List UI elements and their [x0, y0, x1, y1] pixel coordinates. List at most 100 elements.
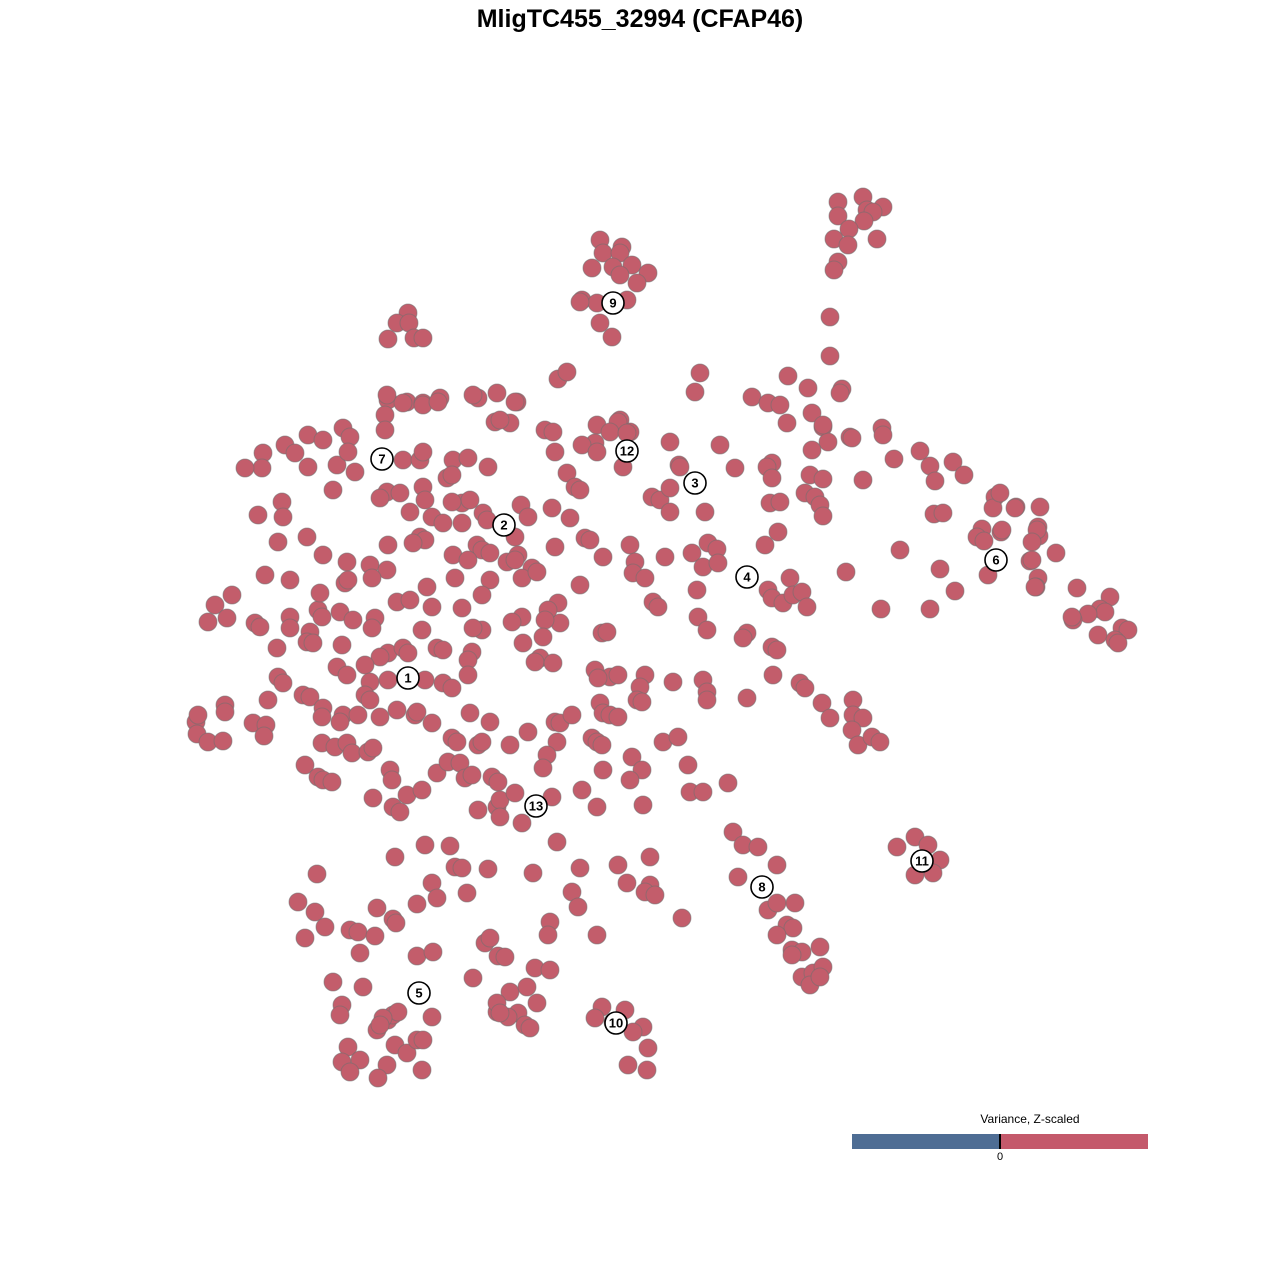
data-point	[974, 531, 994, 551]
data-point	[853, 470, 873, 490]
data-point	[582, 258, 602, 278]
data-point	[535, 610, 555, 630]
data-point	[463, 385, 483, 405]
data-point	[767, 893, 787, 913]
data-point	[824, 260, 844, 280]
data-point	[377, 1055, 397, 1075]
data-point	[370, 647, 390, 667]
data-point	[873, 425, 893, 445]
data-point	[600, 422, 620, 442]
data-point	[542, 498, 562, 518]
data-point	[812, 693, 832, 713]
data-point	[725, 458, 745, 478]
cluster-label: 1	[396, 666, 420, 690]
data-point	[417, 577, 437, 597]
data-point	[620, 535, 640, 555]
data-point	[407, 702, 427, 722]
data-point	[213, 731, 233, 751]
data-point	[363, 788, 383, 808]
data-point	[517, 977, 537, 997]
data-point	[518, 507, 538, 527]
data-point	[280, 570, 300, 590]
data-point	[423, 942, 443, 962]
data-point	[505, 783, 525, 803]
data-point	[818, 432, 838, 452]
data-point	[627, 273, 647, 293]
data-point	[954, 465, 974, 485]
data-point	[452, 513, 472, 533]
data-point	[695, 502, 715, 522]
data-point	[608, 665, 628, 685]
data-point	[733, 628, 753, 648]
data-point	[778, 366, 798, 386]
data-point	[562, 705, 582, 725]
data-point	[587, 797, 607, 817]
data-point	[512, 813, 532, 833]
svg-text:12: 12	[620, 444, 634, 459]
data-point	[1046, 543, 1066, 563]
data-point	[887, 837, 907, 857]
cluster-label: 6	[984, 548, 1008, 572]
data-point	[660, 432, 680, 452]
data-point	[570, 575, 590, 595]
data-point	[830, 383, 850, 403]
data-point	[767, 640, 787, 660]
data-point	[297, 527, 317, 547]
data-point	[365, 926, 385, 946]
data-point	[533, 627, 553, 647]
data-point	[527, 993, 547, 1013]
cluster-label: 13	[524, 794, 548, 818]
data-point	[386, 913, 406, 933]
data-point	[390, 802, 410, 822]
data-point	[568, 897, 588, 917]
data-point	[697, 690, 717, 710]
data-point	[557, 362, 577, 382]
data-point	[407, 946, 427, 966]
data-point	[348, 705, 368, 725]
data-point	[538, 925, 558, 945]
data-point	[925, 471, 945, 491]
cluster-label: 9	[601, 291, 625, 315]
data-point	[478, 457, 498, 477]
data-point	[303, 633, 323, 653]
data-point	[385, 847, 405, 867]
cluster-label: 7	[370, 447, 394, 471]
data-point	[620, 770, 640, 790]
data-point	[785, 893, 805, 913]
data-point	[487, 383, 507, 403]
data-point	[622, 747, 642, 767]
data-point	[1005, 498, 1025, 518]
data-point	[468, 800, 488, 820]
data-point	[433, 640, 453, 660]
data-point	[570, 858, 590, 878]
data-point	[810, 937, 830, 957]
data-point	[602, 327, 622, 347]
data-point	[488, 772, 508, 792]
data-point	[378, 670, 398, 690]
data-point	[672, 908, 692, 928]
data-point	[782, 945, 802, 965]
data-point	[457, 883, 477, 903]
data-point	[505, 550, 525, 570]
data-point	[495, 947, 515, 967]
data-point	[505, 392, 525, 412]
data-point	[718, 773, 738, 793]
data-point	[820, 307, 840, 327]
svg-text:13: 13	[529, 799, 543, 814]
data-point	[1025, 577, 1045, 597]
data-point	[842, 428, 862, 448]
data-point	[445, 568, 465, 588]
data-point	[588, 668, 608, 688]
data-point	[378, 535, 398, 555]
data-point	[593, 760, 613, 780]
data-point	[313, 430, 333, 450]
data-point	[452, 598, 472, 618]
data-point	[777, 413, 797, 433]
data-point	[533, 758, 553, 778]
data-point	[610, 265, 630, 285]
data-point	[635, 568, 655, 588]
data-point	[590, 313, 610, 333]
data-point	[560, 508, 580, 528]
